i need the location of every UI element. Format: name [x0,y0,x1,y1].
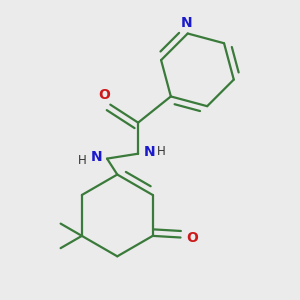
Text: O: O [186,230,198,244]
Text: H: H [156,145,165,158]
Text: H: H [78,154,87,167]
Text: N: N [91,150,102,164]
Text: N: N [144,145,156,159]
Text: O: O [98,88,110,102]
Text: N: N [180,16,192,30]
